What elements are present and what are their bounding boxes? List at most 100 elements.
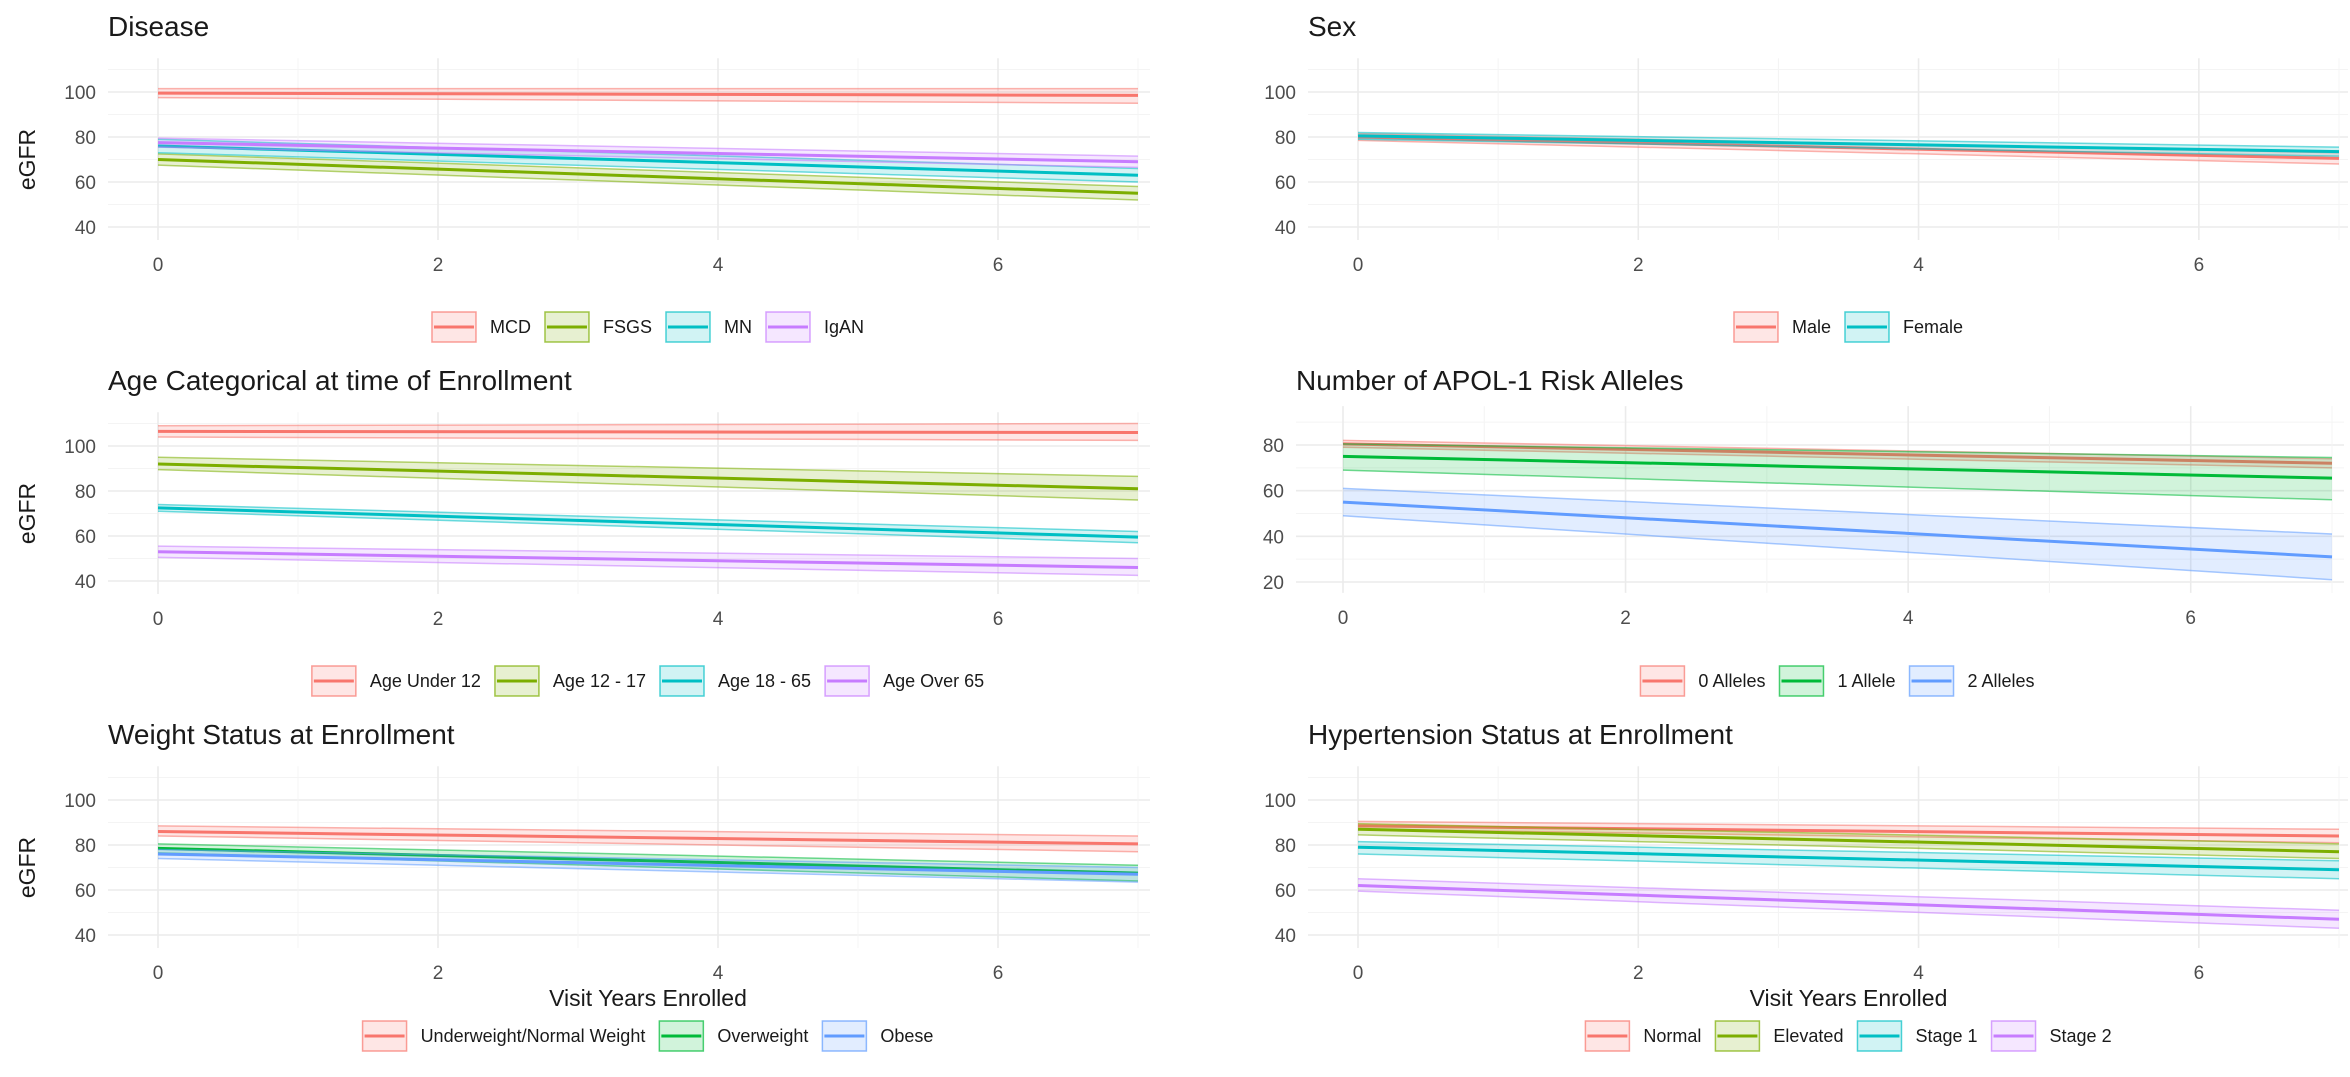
trend-line-underweight-normal-weight: [157, 830, 1139, 846]
y-axis-title: eGFR: [14, 129, 40, 190]
band-lower-edge: [1357, 890, 2340, 929]
x-tick-label: 6: [993, 255, 1004, 276]
legend-item-mcd[interactable]: MCD: [431, 311, 531, 343]
legend-item-stage-1[interactable]: Stage 1: [1856, 1020, 1978, 1052]
x-tick-label: 4: [713, 609, 724, 630]
legend-label: 2 Alleles: [1968, 671, 2035, 691]
legend-label: Obese: [880, 1026, 933, 1046]
y-tick-label: 40: [75, 572, 96, 593]
band-upper-edge: [157, 848, 1139, 869]
legend-item-age-12-17[interactable]: Age 12 - 17: [494, 665, 646, 697]
x-tick-label: 6: [2194, 255, 2205, 276]
panel-title: Weight Status at Enrollment: [108, 719, 455, 750]
panel-title: Age Categorical at time of Enrollment: [108, 365, 572, 396]
y-tick-label: 100: [64, 83, 96, 104]
panel-title: Sex: [1308, 11, 1356, 42]
band-lower-edge: [1357, 853, 2340, 880]
trend-line-age-18-65: [157, 506, 1139, 539]
legend-item-elevated[interactable]: Elevated: [1714, 1020, 1843, 1052]
trend-line-1-allele: [1342, 454, 2333, 480]
legend-item-overweight[interactable]: Overweight: [658, 1020, 808, 1052]
series-elevated: [1357, 822, 2340, 860]
legend: 0 Alleles 1 Allele 2 Alleles: [1639, 665, 2035, 697]
series-2-alleles: [1342, 487, 2333, 581]
series-stage-1: [1357, 840, 2340, 880]
band-upper-edge: [1342, 443, 2333, 459]
band-lower-edge: [157, 510, 1139, 544]
legend-item-male[interactable]: Male: [1733, 311, 1831, 343]
legend-item-stage-2[interactable]: Stage 2: [1990, 1020, 2112, 1052]
band-lower-edge: [157, 146, 1139, 169]
series-1-allele: [1342, 443, 2333, 501]
x-tick-label: 4: [1913, 963, 1924, 984]
legend-item-fsgs[interactable]: FSGS: [544, 311, 652, 343]
y-tick-label: 40: [1263, 527, 1284, 548]
legend: MCD FSGS MN IgAN: [431, 311, 864, 343]
y-tick-label: 60: [1275, 881, 1296, 902]
legend-item-2-alleles[interactable]: 2 Alleles: [1908, 665, 2035, 697]
legend-label: 0 Alleles: [1698, 671, 1765, 691]
legend: Male Female: [1733, 311, 1963, 343]
band-lower-edge: [157, 835, 1139, 853]
legend-label: Male: [1792, 317, 1831, 337]
x-tick-label: 6: [993, 609, 1004, 630]
legend-item-obese[interactable]: Obese: [821, 1020, 933, 1052]
legend: Age Under 12 Age 12 - 17 Age 18 - 65 Age Ov…: [311, 665, 984, 697]
y-tick-label: 80: [75, 128, 96, 149]
panel-number-of-apol-1-risk-alleles: Number of APOL-1 Risk Alleles 20 40 60 80 0 2 4…: [1263, 365, 2344, 697]
y-axis-title: eGFR: [14, 837, 40, 898]
x-tick-label: 0: [1353, 255, 1364, 276]
panel-weight-status-at-enrollment: Weight Status at Enrollment 40 60 80 100 0 2 4 6…: [14, 719, 1150, 1052]
y-tick-label: 100: [64, 791, 96, 812]
band-upper-edge: [1357, 878, 2340, 911]
y-tick-label: 100: [64, 437, 96, 458]
y-tick-label: 20: [1263, 573, 1284, 594]
trend-line-stage-2: [1357, 884, 2340, 921]
band-upper-edge: [157, 456, 1139, 478]
legend-item-age-under-12[interactable]: Age Under 12: [311, 665, 481, 697]
legend-item-igan[interactable]: IgAN: [765, 311, 864, 343]
trend-line-age-over-65: [157, 550, 1139, 569]
legend-item-female[interactable]: Female: [1844, 311, 1963, 343]
trend-line-mcd: [157, 91, 1139, 97]
band-lower-edge: [157, 164, 1139, 201]
band-lower-edge: [157, 468, 1139, 501]
series-age-12-17: [157, 456, 1139, 501]
y-tick-label: 60: [1263, 482, 1284, 503]
legend-item-age-over-65[interactable]: Age Over 65: [824, 665, 984, 697]
panel-title: Disease: [108, 11, 209, 42]
legend-item-mn[interactable]: MN: [665, 311, 752, 343]
trend-line-fsgs: [157, 158, 1139, 195]
x-tick-label: 2: [1633, 963, 1644, 984]
band-lower-edge: [157, 96, 1139, 104]
y-tick-label: 60: [1275, 173, 1296, 194]
legend-label: Underweight/Normal Weight: [421, 1026, 646, 1046]
legend-item-age-18-65[interactable]: Age 18 - 65: [659, 665, 811, 697]
band-upper-edge: [1357, 131, 2340, 148]
y-tick-label: 60: [75, 527, 96, 548]
panel-sex: Sex 40 60 80 100 0 2 4 6 Male Female: [1264, 11, 2348, 343]
band-upper-edge: [157, 545, 1139, 560]
x-tick-label: 6: [993, 963, 1004, 984]
trend-line-age-12-17: [157, 462, 1139, 491]
band-upper-edge: [157, 825, 1139, 837]
band-lower-edge: [157, 436, 1139, 442]
legend-item-0-alleles[interactable]: 0 Alleles: [1639, 665, 1765, 697]
legend-item-1-allele[interactable]: 1 Allele: [1778, 665, 1896, 697]
band-upper-edge: [157, 503, 1139, 533]
legend-item-underweight-normal-weight[interactable]: Underweight/Normal Weight: [361, 1020, 646, 1052]
confidence-band-1-allele: [1343, 443, 2332, 500]
legend-label: MCD: [490, 317, 531, 337]
band-lower-edge: [1342, 446, 2333, 469]
x-tick-label: 6: [2185, 608, 2196, 629]
band-upper-edge: [157, 422, 1139, 427]
x-tick-label: 4: [1903, 608, 1914, 629]
x-tick-label: 0: [153, 963, 164, 984]
band-lower-edge: [157, 857, 1139, 883]
series-fsgs: [157, 153, 1139, 201]
trend-line-elevated: [1357, 827, 2340, 854]
series-underweight-normal-weight: [157, 825, 1139, 853]
legend-item-normal[interactable]: Normal: [1584, 1020, 1701, 1052]
legend-label: Age 12 - 17: [553, 671, 646, 691]
band-lower-edge: [1357, 138, 2340, 157]
